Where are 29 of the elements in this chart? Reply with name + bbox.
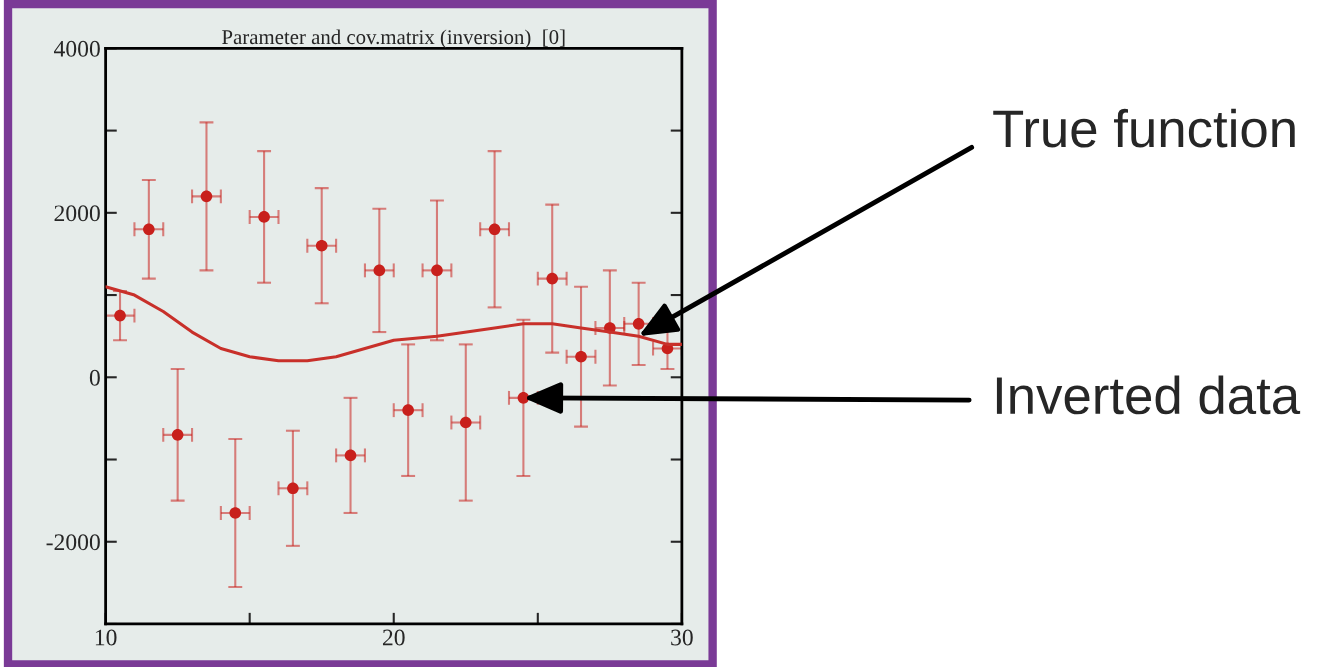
point xyxy=(114,309,126,322)
point xyxy=(546,272,559,285)
x-tick-label: 20 xyxy=(382,629,405,646)
chart-title: Parameter and cov.matrix (inversion) [0] xyxy=(222,29,565,49)
x-tick-label: 10 xyxy=(95,629,117,646)
y-tick-label: 0 xyxy=(89,369,100,386)
y-tick-label: 2000 xyxy=(54,205,100,222)
y-tick-label: -2000 xyxy=(46,534,100,551)
line-series xyxy=(105,285,682,363)
point xyxy=(344,449,357,462)
annotation: Inverted data xyxy=(996,375,1301,415)
point xyxy=(632,318,645,330)
point xyxy=(258,211,270,223)
point xyxy=(143,223,155,236)
point xyxy=(287,482,299,495)
point xyxy=(431,264,443,277)
point xyxy=(402,404,414,416)
point xyxy=(315,239,328,252)
point xyxy=(229,507,242,519)
point xyxy=(459,416,472,429)
x-tick-label: 30 xyxy=(671,629,693,646)
point xyxy=(200,190,213,203)
point xyxy=(171,429,184,441)
y-tick-label: 4000 xyxy=(54,40,100,57)
point xyxy=(373,264,386,277)
annotation: True function xyxy=(993,108,1295,148)
point xyxy=(488,223,501,236)
point xyxy=(517,392,530,404)
point xyxy=(575,350,587,363)
